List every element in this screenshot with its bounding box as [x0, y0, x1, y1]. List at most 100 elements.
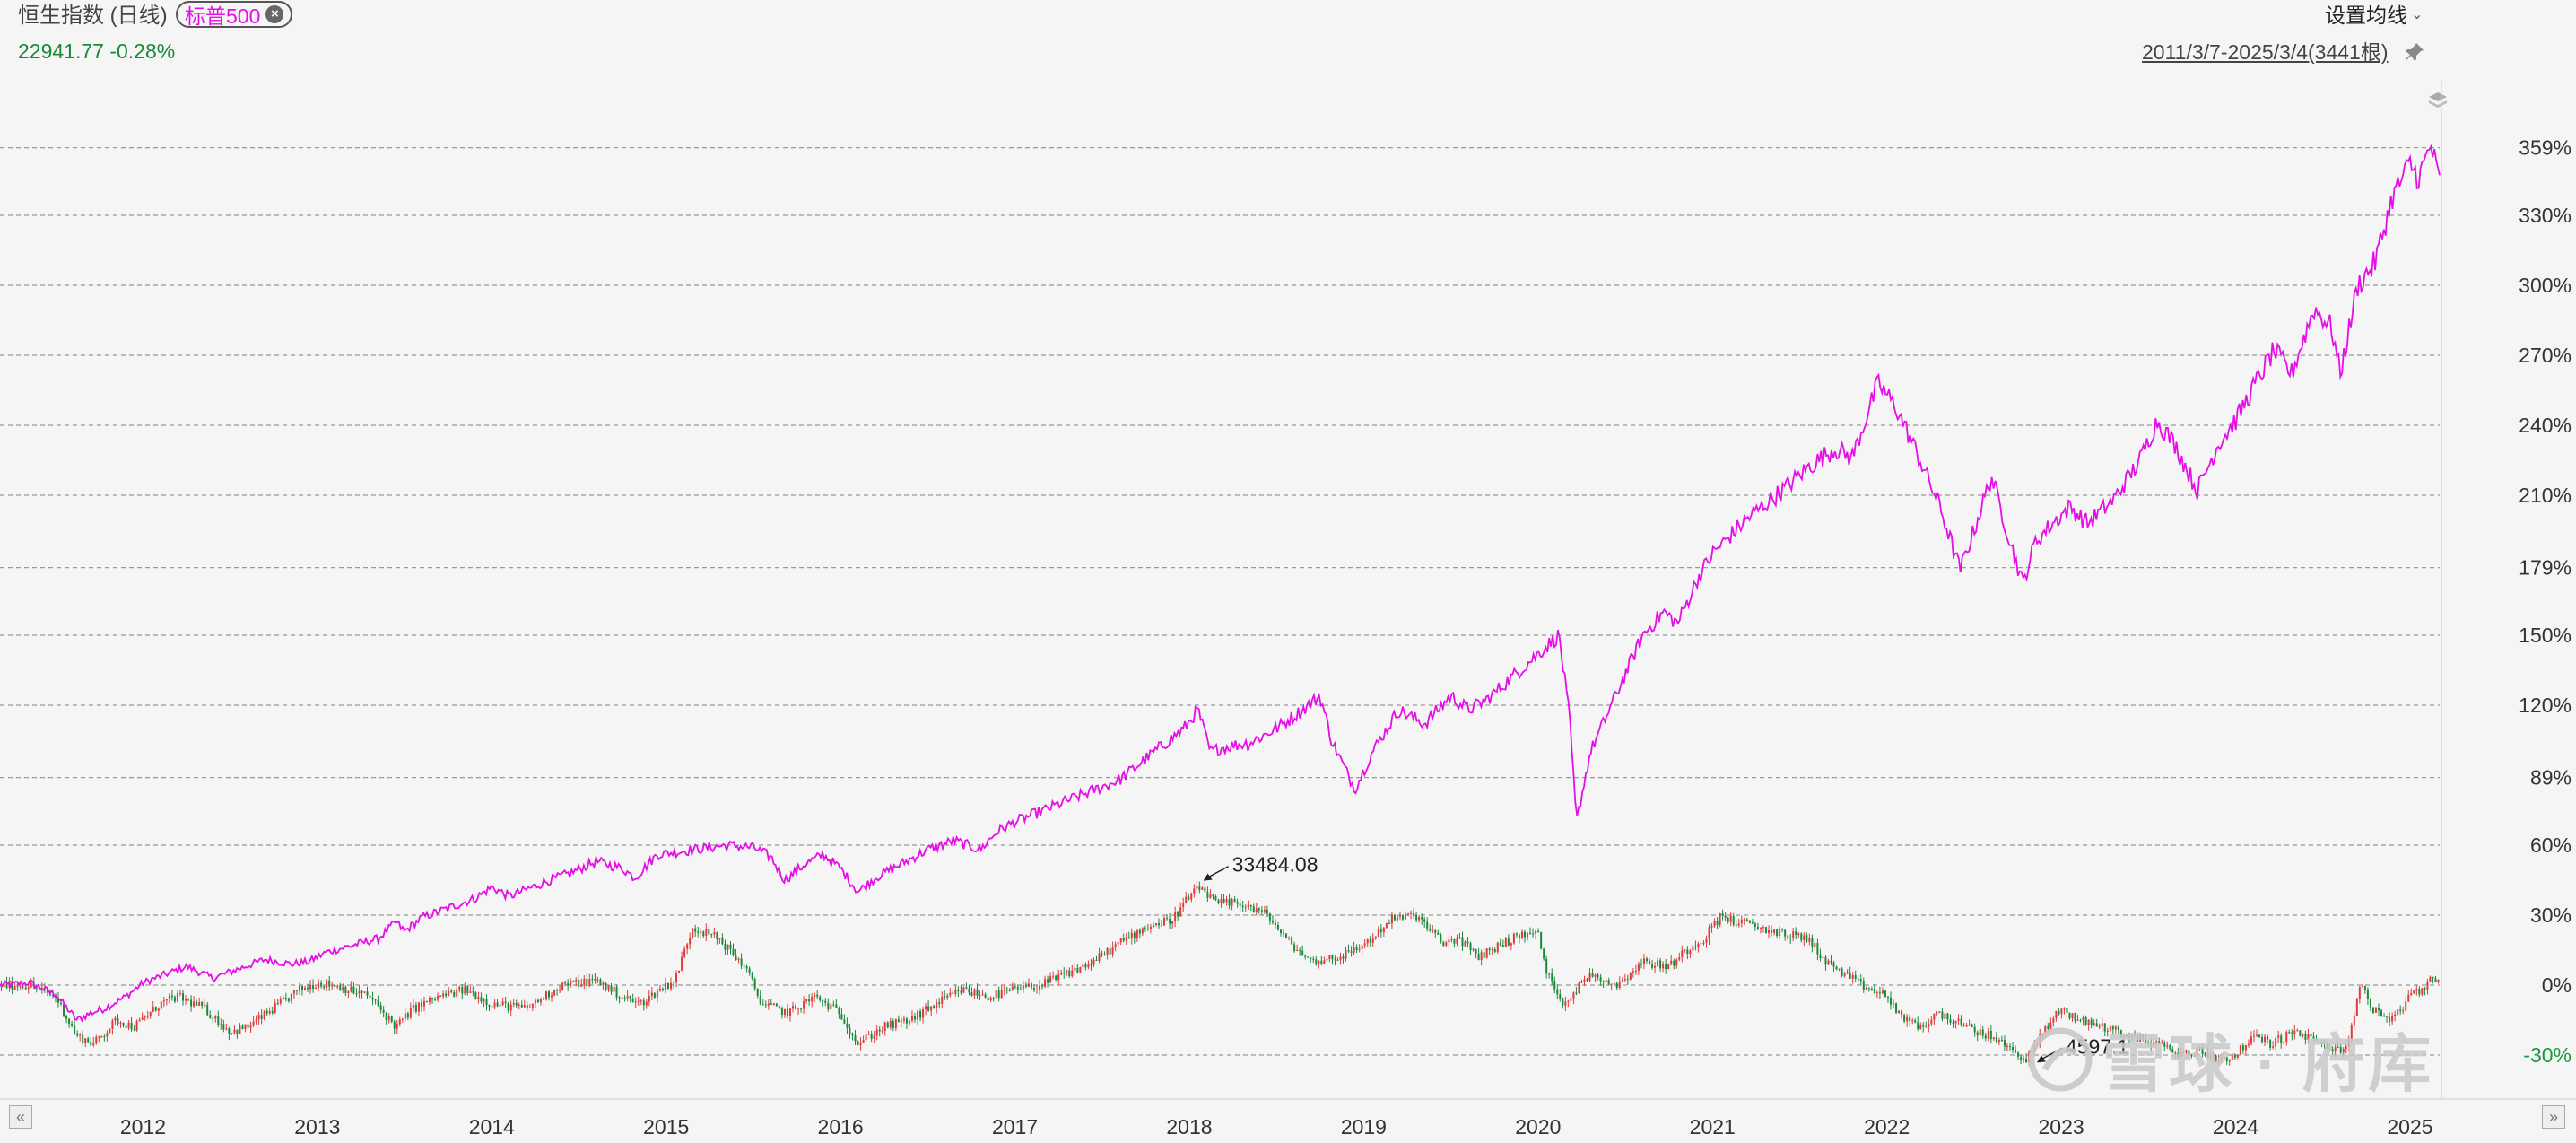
hsi-candle: [753, 979, 756, 989]
close-icon[interactable]: ×: [265, 5, 284, 23]
hsi-candle: [925, 1006, 927, 1010]
hsi-candle: [2006, 1046, 2008, 1048]
hsi-candle: [2003, 1040, 2006, 1047]
hsi-candle: [279, 999, 282, 1004]
hsi-candle: [2437, 979, 2440, 982]
hsi-candle: [1119, 938, 1122, 943]
hsi-candle: [1149, 926, 1152, 929]
hsi-candle: [631, 999, 634, 1002]
hsi-candle: [2093, 1023, 2095, 1025]
scroll-right-button[interactable]: »: [2542, 1105, 2565, 1129]
hsi-candle: [363, 991, 366, 993]
hsi-candle: [1179, 907, 1182, 917]
hsi-candle: [1496, 942, 1499, 952]
hsi-candle: [304, 988, 306, 990]
hsi-candle: [1870, 989, 1873, 990]
hsi-candle: [2060, 1008, 2063, 1015]
hsi-candle: [466, 986, 469, 993]
pin-icon[interactable]: [2404, 41, 2425, 63]
hsi-candle: [697, 931, 700, 933]
hsi-candle: [22, 986, 24, 988]
hsi-candle: [1260, 910, 1263, 912]
hsi-candle: [613, 986, 615, 992]
hsi-candle: [520, 1004, 523, 1008]
hsi-candle: [2353, 1016, 2355, 1025]
y-tick-label: 30%: [2530, 903, 2572, 927]
hsi-candle: [808, 999, 811, 1002]
hsi-candle: [2407, 994, 2410, 1002]
hsi-candle: [1867, 988, 1870, 990]
hsi-candle: [989, 997, 992, 1001]
hsi-candle: [1450, 939, 1453, 941]
hsi-candle: [1483, 952, 1485, 958]
hsi-candle: [949, 992, 952, 996]
hsi-candle: [1231, 899, 1233, 906]
hsi-candle: [946, 995, 949, 998]
x-tick-label: 2015: [643, 1115, 689, 1139]
hsi-candle: [1421, 917, 1423, 920]
y-tick-label: -30%: [2523, 1043, 2572, 1067]
hsi-candle: [1000, 990, 1003, 999]
hsi-candle: [827, 1002, 830, 1009]
hsi-candle: [409, 1008, 412, 1018]
hsi-candle: [783, 1008, 786, 1016]
hsi-candle: [2171, 1049, 2174, 1053]
hsi-candle: [336, 985, 339, 987]
hsi-candle: [1016, 986, 1019, 990]
hsi-candle: [2158, 1041, 2161, 1044]
date-range-label[interactable]: 2011/3/7-2025/3/4(3441根): [2142, 40, 2389, 64]
hsi-candle: [2328, 1048, 2331, 1050]
hsi-candle: [366, 991, 369, 996]
hsi-candle: [917, 1011, 919, 1020]
hsi-candle: [2434, 978, 2437, 982]
hsi-candle: [2339, 1046, 2342, 1053]
hsi-candle: [2361, 986, 2363, 988]
hsi-candle: [1583, 979, 1586, 982]
hsi-candle: [575, 979, 578, 982]
index-name[interactable]: 恒生指数 (日线): [18, 4, 168, 28]
hsi-candle: [2049, 1022, 2052, 1029]
hsi-candle: [2044, 1026, 2047, 1035]
ma-setting-button[interactable]: 设置均线 ⌄: [2325, 2, 2423, 29]
hsi-candle: [2209, 1056, 2212, 1059]
hsi-candle: [870, 1034, 873, 1039]
hsi-candle: [716, 932, 718, 940]
hsi-candle: [1249, 904, 1252, 907]
hsi-candle: [260, 1015, 263, 1019]
hsi-candle: [236, 1029, 239, 1034]
hsi-candle: [2426, 982, 2429, 990]
hsi-candle: [865, 1034, 867, 1041]
layers-icon[interactable]: [2427, 90, 2449, 111]
hsi-candle: [1127, 937, 1130, 939]
hsi-candle: [144, 1016, 146, 1018]
hsi-candle: [881, 1030, 883, 1032]
hsi-candle: [1101, 953, 1103, 955]
compare-tag-sp500[interactable]: 标普500 ×: [176, 1, 293, 28]
hsi-candle: [76, 1033, 79, 1036]
hsi-candle: [114, 1018, 117, 1021]
hsi-candle: [1347, 950, 1350, 952]
hsi-candle: [1524, 931, 1526, 938]
hsi-candle: [792, 1006, 794, 1009]
x-tick-label: 2013: [294, 1115, 340, 1139]
hsi-candle: [2269, 1039, 2272, 1048]
hsi-candle: [710, 934, 713, 936]
hsi-candle: [2256, 1034, 2258, 1036]
hsi-candle: [282, 997, 284, 1000]
hsi-candle: [1862, 981, 1865, 990]
hsi-candle: [1729, 916, 1732, 922]
hsi-candle: [2103, 1023, 2106, 1032]
hsi-candle: [919, 1011, 922, 1018]
hsi-candle: [358, 990, 361, 994]
hsi-candle: [461, 987, 464, 994]
scroll-left-button[interactable]: «: [9, 1105, 32, 1129]
hsi-candle: [2389, 1016, 2391, 1022]
y-tick-label: 179%: [2519, 556, 2572, 580]
hsi-candle: [2252, 1035, 2255, 1037]
hsi-candle: [474, 992, 477, 999]
hsi-candle: [539, 998, 542, 1003]
hsi-candle: [1615, 982, 1618, 988]
hsi-candle: [567, 983, 570, 986]
hsi-candle: [2429, 976, 2432, 982]
